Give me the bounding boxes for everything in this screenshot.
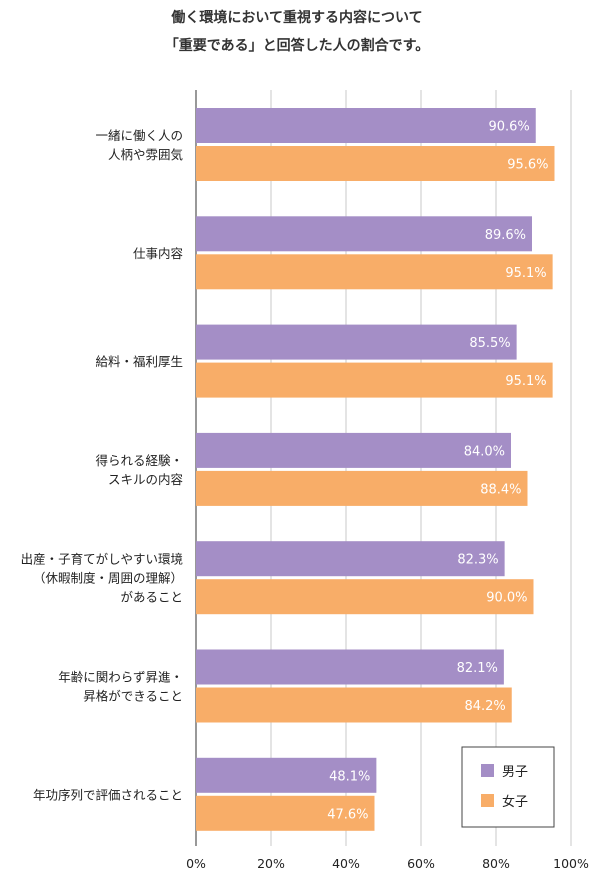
legend-label: 女子 <box>502 794 528 810</box>
bar-female <box>196 795 375 831</box>
data-label: 82.1% <box>457 661 498 676</box>
legend-swatch <box>481 794 494 807</box>
category-label: 一緒に働く人の <box>95 128 183 143</box>
x-tick-label: 60% <box>407 856 435 871</box>
x-tick-label: 80% <box>482 856 510 871</box>
category-label: 年齢に関わらず昇進・ <box>58 670 183 685</box>
legend-box <box>461 746 555 828</box>
x-tick-label: 20% <box>257 856 285 871</box>
chart-title-line: 働く環境において重視する内容について <box>170 9 422 26</box>
x-tick-label: 0% <box>186 856 206 871</box>
bar-female <box>196 470 528 506</box>
data-label: 82.3% <box>457 553 498 568</box>
category-label: 仕事内容 <box>133 246 183 261</box>
data-label: 89.6% <box>485 228 526 243</box>
category-label: 出産・子育てがしやすい環境 <box>21 552 183 567</box>
bar-female <box>196 146 555 181</box>
x-tick-label: 100% <box>553 856 589 871</box>
bar-female <box>196 362 553 398</box>
bar-female <box>196 579 534 615</box>
data-label: 84.2% <box>464 699 505 714</box>
category-label: 得られる経験・ <box>95 453 183 468</box>
bar-female <box>196 687 512 723</box>
category-label: があること <box>120 590 183 605</box>
data-label: 85.5% <box>469 336 510 351</box>
data-label: 48.1% <box>329 769 370 784</box>
data-label: 84.0% <box>464 444 505 459</box>
category-label: 人柄や雰囲気 <box>108 147 183 162</box>
category-label: 給料・福利厚生 <box>95 354 183 369</box>
category-label: スキルの内容 <box>108 472 183 487</box>
bar-male <box>196 432 511 468</box>
data-label: 47.6% <box>327 807 368 822</box>
category-label: 年功序列で評価されること <box>33 787 183 802</box>
category-label: 昇格ができること <box>83 689 183 704</box>
data-label: 90.0% <box>486 591 527 606</box>
legend-label: 男子 <box>502 765 528 780</box>
bar-female <box>196 254 553 290</box>
bar-male <box>196 649 504 685</box>
data-label: 95.6% <box>507 158 548 173</box>
data-label: 95.1% <box>505 374 546 389</box>
bar-male <box>196 324 517 360</box>
legend-swatch <box>481 764 494 777</box>
data-label: 90.6% <box>488 120 529 135</box>
chart-title-line: 「重要である」と回答した人の割合です。 <box>165 37 429 54</box>
bar-male <box>196 108 536 143</box>
category-label: （休暇制度・周囲の理解） <box>33 571 183 586</box>
bar-male <box>196 541 505 577</box>
bar-male <box>196 216 532 252</box>
x-tick-label: 40% <box>332 856 360 871</box>
bar-male <box>196 757 377 793</box>
data-label: 88.4% <box>480 482 521 497</box>
data-label: 95.1% <box>505 266 546 281</box>
